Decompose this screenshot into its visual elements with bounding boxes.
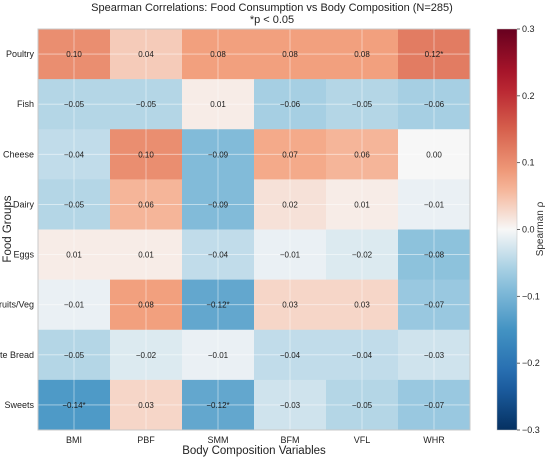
x-tick-label: VFL [354,435,371,445]
cell-value-label: 0.03 [138,401,154,410]
y-tick-label: Poultry [6,49,35,59]
cell-value-label: −0.04 [208,251,229,260]
cell-value-label: −0.04 [280,351,301,360]
cell-value-label: −0.05 [352,401,373,410]
cell-value-label: −0.05 [64,351,85,360]
cell-value-label: −0.02 [136,351,157,360]
cell-value-label: −0.08 [424,251,445,260]
cell-value-label: −0.01 [208,351,229,360]
colorbar-tick-label: −0.3 [522,425,540,435]
cell-labels: 0.10 0.04 0.08 0.08 0.08 0.12* −0.05 −0.05 0.01 −… [62,50,444,410]
cell-value-label: −0.01 [64,301,85,310]
y-tick-labels: Poultry Fish Cheese Dairy Eggs Fruits/Veg Whit… [0,49,34,410]
cell-value-label: 0.07 [282,150,298,159]
y-tick-label: Fruits/Veg [0,300,34,310]
x-tick-labels: BMI PBF SMM BFM VFL WHR [66,435,445,445]
cell-value-label: −0.07 [424,401,445,410]
colorbar-tick-label: −0.2 [522,358,540,368]
cell-value-label: 0.08 [354,50,370,59]
cell-value-label: 0.03 [354,301,370,310]
y-tick-label: Cheese [3,149,34,159]
cell-value-label: −0.04 [352,351,373,360]
cell-value-label: −0.09 [208,200,229,209]
x-tick-label: WHR [423,435,445,445]
cell-value-label: −0.05 [64,100,85,109]
x-tick-label: BFM [281,435,300,445]
y-tick-label: Sweets [4,400,34,410]
cell-value-label: 0.03 [282,301,298,310]
cell-value-label: −0.05 [64,200,85,209]
cell-value-label: −0.05 [352,100,373,109]
colorbar-tick-label: 0.1 [522,158,535,168]
y-axis-label: Food Groups [2,195,14,262]
cell-value-label: 0.00 [426,150,442,159]
cell-value-label: 0.12* [425,50,444,59]
cell-value-label: 0.10 [138,150,154,159]
cell-value-label: 0.02 [282,200,298,209]
y-tick-label: White Bread [0,350,34,360]
cell-value-label: −0.01 [280,251,301,260]
x-tick-label: SMM [208,435,229,445]
cell-value-label: 0.08 [210,50,226,59]
cell-value-label: 0.06 [354,150,370,159]
x-tick-label: PBF [137,435,155,445]
cell-value-label: −0.09 [208,150,229,159]
cell-value-label: −0.03 [424,351,445,360]
plot-frame [37,28,471,431]
y-tick-label: Eggs [13,250,34,260]
cell-value-label: −0.12* [206,301,229,310]
y-tick-label: Fish [17,99,34,109]
cell-value-label: −0.07 [424,301,445,310]
cell-value-label: −0.14* [62,401,85,410]
cell-value-label: 0.08 [138,301,154,310]
colorbar-label: Spearman ρ [535,201,546,256]
chart-title: Spearman Correlations: Food Consumption … [91,2,453,14]
colorbar-tick-label: 0.0 [522,225,535,235]
cell-value-label: 0.01 [354,200,370,209]
chart-subtitle: *p < 0.05 [250,14,294,26]
grid-lines [38,29,470,430]
cell-value-label: 0.01 [66,251,82,260]
cell-value-label: −0.06 [280,100,301,109]
colorbar-tick-label: 0.2 [522,91,535,101]
cell-value-label: −0.12* [206,401,229,410]
cell-value-label: 0.01 [210,100,226,109]
colorbar-ticks: −0.3 −0.2 −0.1 0.0 0.1 0.2 0.3 [517,24,540,435]
cell-value-label: −0.04 [64,150,85,159]
x-tick-label: BMI [66,435,82,445]
colorbar [496,28,518,431]
cell-value-label: 0.06 [138,200,154,209]
cell-value-label: 0.04 [138,50,154,59]
colorbar-tick-label: 0.3 [522,24,535,34]
cell-value-label: −0.03 [280,401,301,410]
cell-value-label: −0.05 [136,100,157,109]
colorbar-tick-label: −0.1 [522,291,540,301]
cell-value-label: −0.06 [424,100,445,109]
cell-value-label: 0.01 [138,251,154,260]
cell-value-label: −0.02 [352,251,373,260]
y-tick-label: Dairy [13,199,35,209]
cell-value-label: −0.01 [424,200,445,209]
cell-value-label: 0.08 [282,50,298,59]
x-axis-label: Body Composition Variables [182,445,326,457]
cell-value-label: 0.10 [66,50,82,59]
heatmap-cells [38,29,471,431]
